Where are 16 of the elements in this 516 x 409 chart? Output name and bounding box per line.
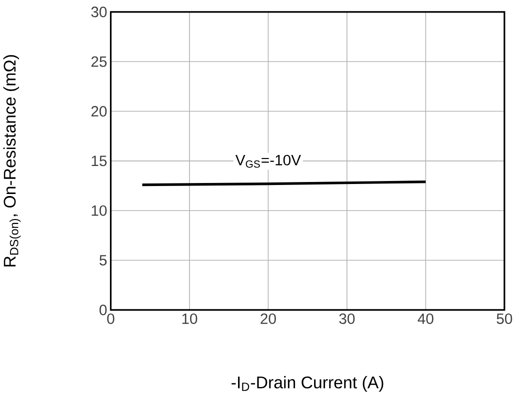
x-tick-label: 0 — [107, 314, 114, 324]
y-tick-label: 15 — [92, 156, 107, 166]
y-tick-label: 25 — [91, 56, 107, 68]
y-tick-label: 10 — [92, 206, 107, 216]
x-tick-label: 20 — [260, 314, 276, 324]
y-tick-label: 0 — [100, 304, 107, 316]
x-tick-label: 40 — [418, 314, 434, 324]
x-tick-label: 30 — [339, 314, 355, 324]
x-tick-label: 10 — [182, 314, 198, 324]
y-axis-title: R$_{DS(on)}$, On-Resistance (mΩ) — [3, 55, 21, 267]
series-label: V$_{GS}$=-10V — [235, 155, 301, 168]
x-tick-label: 50 — [496, 314, 512, 324]
y-tick-label: 30 — [91, 6, 107, 18]
x-axis-title: -I$_{D}$-Drain Current (A) — [232, 376, 384, 392]
y-tick-label: 20 — [91, 106, 107, 117]
y-tick-label: 5 — [100, 255, 107, 266]
